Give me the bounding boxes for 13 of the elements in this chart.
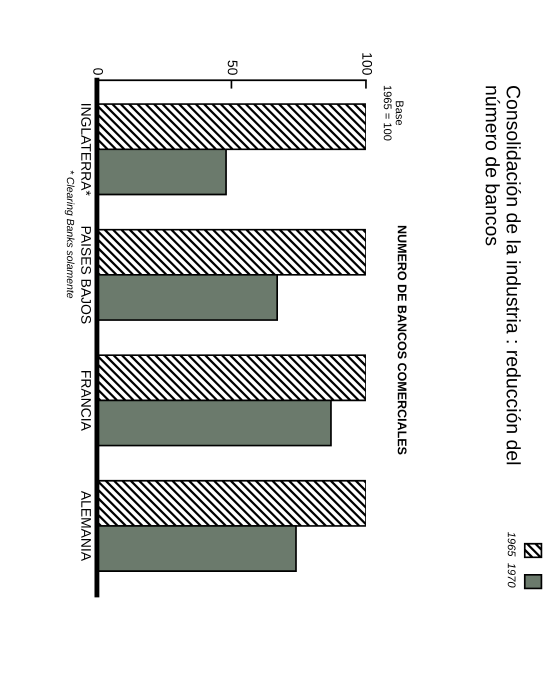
y-tick-label: ALEMANIA — [81, 490, 91, 562]
x-tick-label: 100 — [362, 53, 372, 75]
y-tick-label: PAISES BAJOS — [81, 226, 91, 324]
text: NUMERO DE BANCOS COMERCIALES — [398, 226, 407, 454]
x-tick-label: 50 — [228, 60, 238, 75]
legend-label: 1965 — [508, 532, 516, 557]
y-tick-label: INGLATERRA* — [81, 104, 91, 196]
text: Base 1965 = 100 — [384, 86, 404, 140]
text: * Clearing Banks solamente — [64, 170, 74, 298]
x-tick-label: 0 — [93, 68, 104, 75]
text: Consolidación de la industria : reducción del número de bancos — [486, 86, 522, 464]
y-tick-label: FRANCIA — [81, 371, 91, 431]
legend-label: 1970 — [508, 563, 516, 588]
